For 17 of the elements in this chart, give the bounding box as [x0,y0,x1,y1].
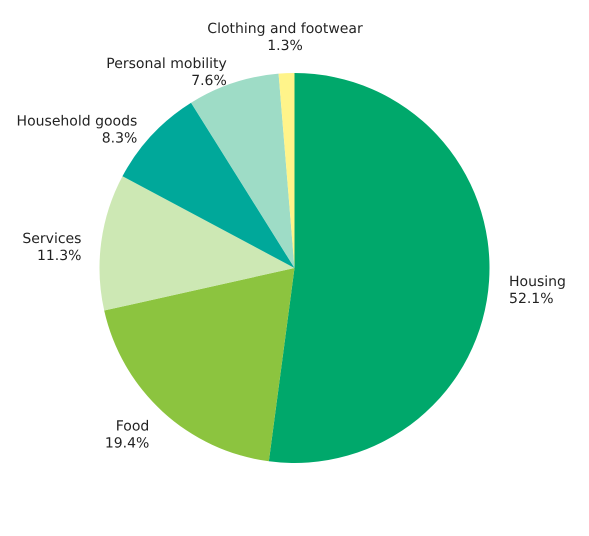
slice-label: Services [22,231,82,248]
data-label: 7.6% [191,72,227,89]
pie-slice [268,73,490,463]
slice-label: Clothing and footwear [207,21,363,38]
data-label: 19.4% [104,436,150,452]
data-label: 52.1% [509,291,554,308]
pie-slice [100,176,294,311]
data-label: 11.3% [36,248,82,264]
slice-label: Personal mobility [106,56,227,72]
pie-slice [278,73,294,268]
pie-slice [104,268,294,462]
data-label: 1.3% [267,38,303,54]
slice-label: Food [116,418,150,435]
pie-slice [191,74,294,268]
data-label: 8.3% [102,130,138,146]
slice-label: Household goods [16,113,138,130]
slice-label: Housing [509,274,566,290]
